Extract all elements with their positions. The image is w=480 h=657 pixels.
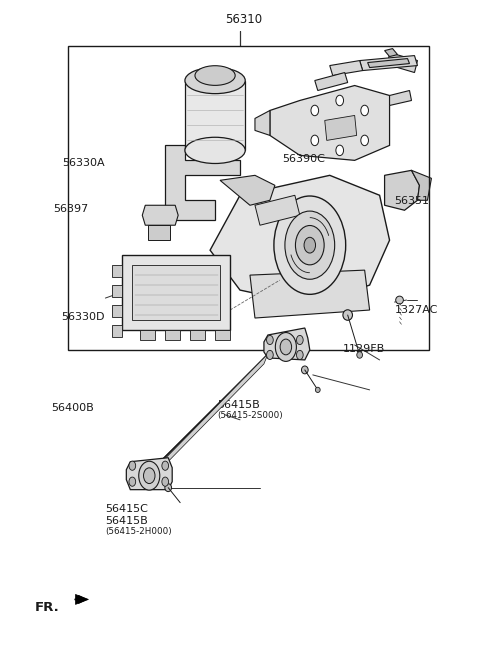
Ellipse shape <box>301 366 308 374</box>
Polygon shape <box>215 330 230 340</box>
Text: 1327AC: 1327AC <box>395 305 438 315</box>
Circle shape <box>162 477 168 486</box>
Polygon shape <box>411 170 432 200</box>
Ellipse shape <box>396 296 403 304</box>
Polygon shape <box>126 458 172 489</box>
Polygon shape <box>154 354 268 476</box>
Circle shape <box>139 461 160 490</box>
Polygon shape <box>368 58 409 68</box>
Circle shape <box>280 339 292 355</box>
Text: 56415C: 56415C <box>105 504 148 514</box>
Text: 56415B: 56415B <box>105 516 148 526</box>
Polygon shape <box>250 270 370 318</box>
Text: 56310: 56310 <box>225 12 263 26</box>
Polygon shape <box>270 85 390 160</box>
Polygon shape <box>165 145 240 220</box>
Circle shape <box>297 350 303 359</box>
Polygon shape <box>387 53 418 72</box>
Polygon shape <box>165 330 180 340</box>
Polygon shape <box>255 195 300 225</box>
Text: 56415B: 56415B <box>217 399 260 409</box>
Polygon shape <box>112 305 122 317</box>
Circle shape <box>311 105 319 116</box>
Ellipse shape <box>343 310 352 320</box>
Polygon shape <box>220 175 275 205</box>
Circle shape <box>162 461 168 470</box>
Polygon shape <box>142 205 178 225</box>
Text: 56390C: 56390C <box>282 154 325 164</box>
Polygon shape <box>112 265 122 277</box>
Ellipse shape <box>195 66 235 85</box>
Polygon shape <box>255 110 270 135</box>
Circle shape <box>144 468 155 484</box>
Circle shape <box>129 477 136 486</box>
Text: (56415-2H000): (56415-2H000) <box>105 527 172 536</box>
Circle shape <box>304 237 315 253</box>
Text: (56415-2S000): (56415-2S000) <box>217 411 283 420</box>
Polygon shape <box>75 595 88 604</box>
Polygon shape <box>390 91 411 106</box>
Polygon shape <box>384 49 397 57</box>
Circle shape <box>311 135 319 146</box>
Polygon shape <box>122 255 230 330</box>
Circle shape <box>285 211 335 279</box>
Polygon shape <box>210 175 390 305</box>
Circle shape <box>129 461 136 470</box>
Text: 1129FB: 1129FB <box>342 344 384 355</box>
Polygon shape <box>132 265 220 320</box>
Ellipse shape <box>165 484 171 491</box>
Polygon shape <box>112 325 122 337</box>
Polygon shape <box>360 56 418 70</box>
Circle shape <box>266 335 273 344</box>
Text: 56330D: 56330D <box>61 311 105 322</box>
Polygon shape <box>148 225 170 240</box>
Text: 56400B: 56400B <box>51 403 94 413</box>
Circle shape <box>297 335 303 344</box>
Polygon shape <box>330 60 363 76</box>
Circle shape <box>274 196 346 294</box>
Circle shape <box>276 332 296 361</box>
Bar <box>69 45 430 350</box>
Ellipse shape <box>357 351 362 358</box>
Circle shape <box>361 135 369 146</box>
Polygon shape <box>325 116 357 141</box>
Circle shape <box>336 95 344 106</box>
Polygon shape <box>190 330 205 340</box>
Text: 56330A: 56330A <box>62 158 105 168</box>
Ellipse shape <box>185 68 245 94</box>
Circle shape <box>361 105 369 116</box>
Text: 56397: 56397 <box>53 204 88 214</box>
Ellipse shape <box>185 137 245 164</box>
Polygon shape <box>264 328 310 360</box>
Polygon shape <box>185 81 245 150</box>
Text: FR.: FR. <box>35 600 60 614</box>
Polygon shape <box>315 72 348 91</box>
Polygon shape <box>384 170 420 210</box>
Text: 56351: 56351 <box>395 196 430 206</box>
Circle shape <box>336 145 344 156</box>
Polygon shape <box>112 285 122 297</box>
Circle shape <box>295 225 324 265</box>
Ellipse shape <box>315 387 320 392</box>
Polygon shape <box>150 350 272 472</box>
Circle shape <box>266 350 273 359</box>
Polygon shape <box>140 330 155 340</box>
